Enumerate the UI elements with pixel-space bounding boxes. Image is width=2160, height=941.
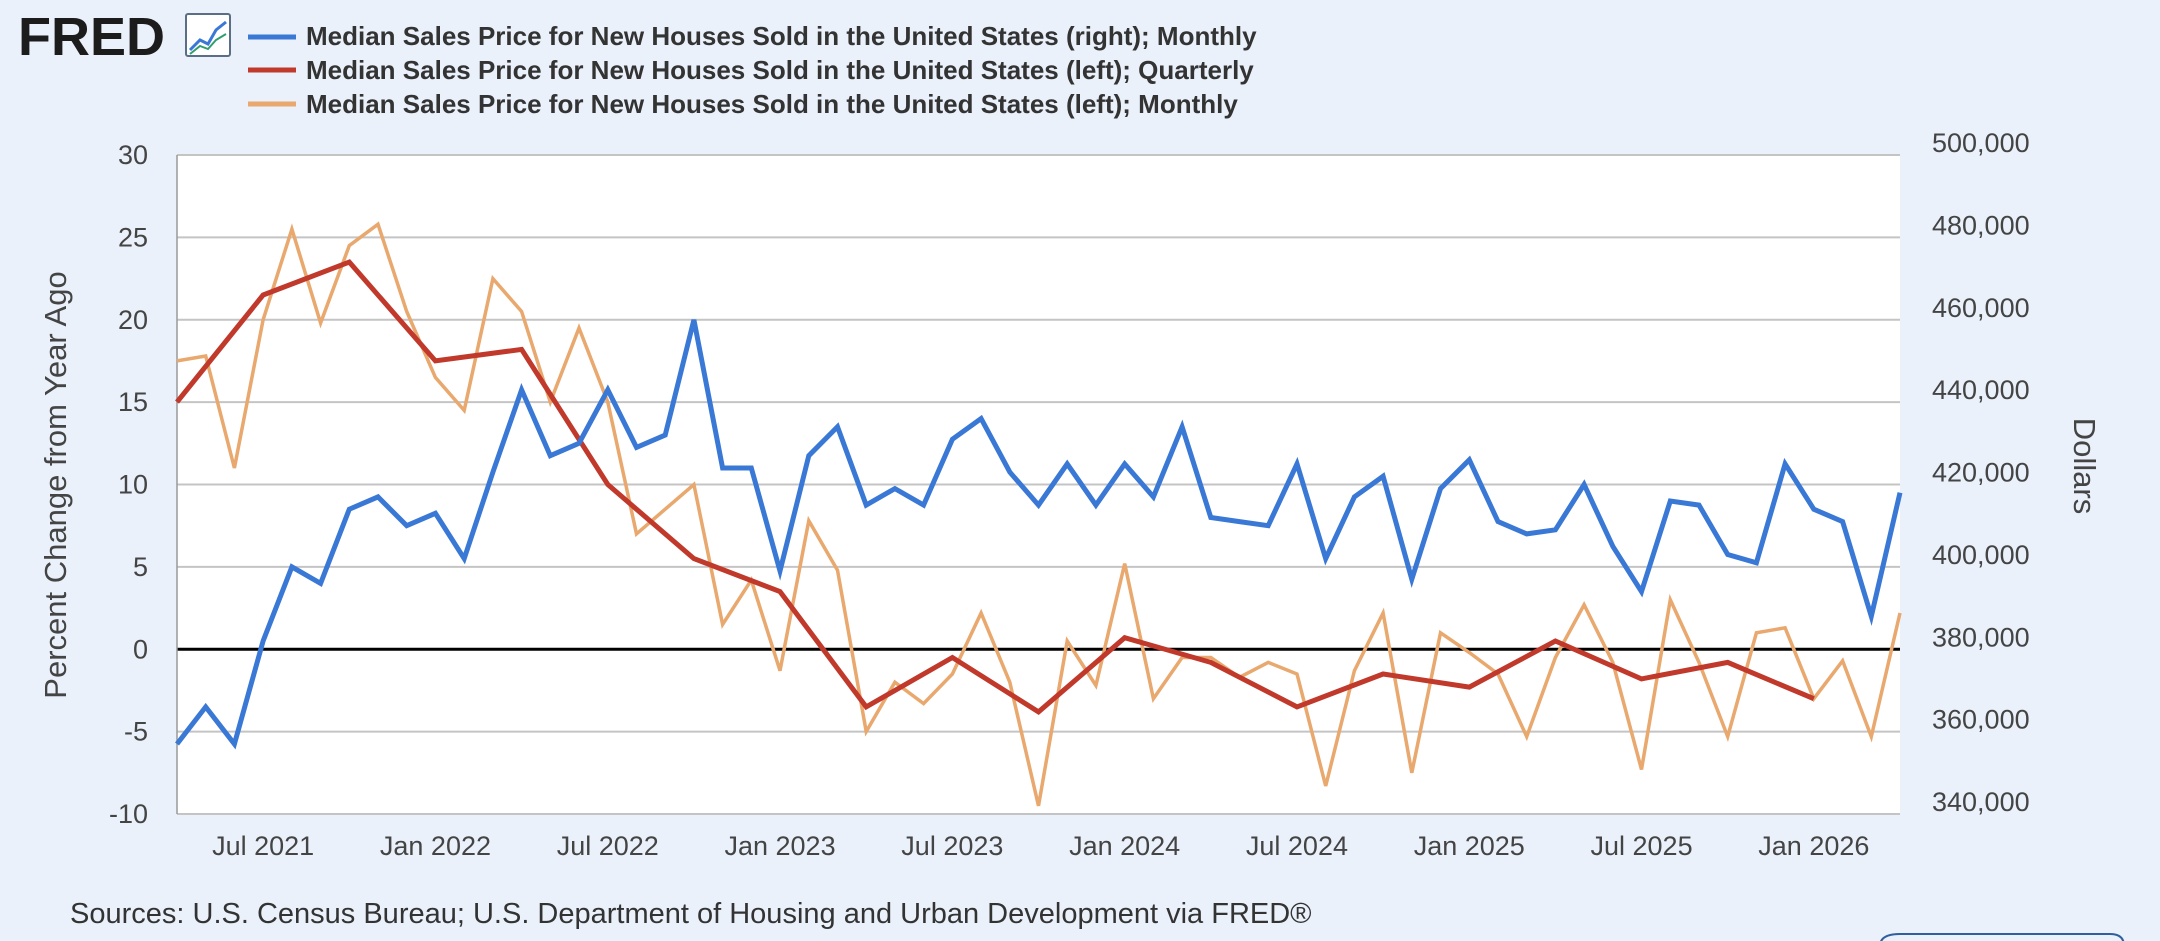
x-axis: Jul 2021 Jan 2022 Jul 2022 Jan 2023 Jul 2023… — [212, 831, 1869, 861]
right-tick-label: 480,000 — [1932, 210, 2030, 240]
left-tick-label: -5 — [124, 717, 148, 747]
right-tick-label: 500,000 — [1932, 128, 2030, 158]
gridlines — [177, 154, 1900, 815]
left-tick-label: -10 — [109, 799, 148, 829]
x-tick-label: Jan 2023 — [724, 831, 835, 861]
source-note: Sources: U.S. Census Bureau; U.S. Depart… — [70, 898, 1312, 930]
right-tick-label: 400,000 — [1932, 540, 2030, 570]
legend: Median Sales Price for New Houses Sold i… — [248, 21, 1257, 119]
left-tick-label: 15 — [118, 387, 148, 417]
right-tick-label: 380,000 — [1932, 622, 2030, 652]
x-tick-label: Jul 2021 — [212, 831, 314, 861]
left-axis-title: Percent Change from Year Ago — [38, 271, 73, 698]
left-tick-label: 25 — [118, 222, 148, 252]
x-tick-label: Jul 2022 — [557, 831, 659, 861]
x-tick-label: Jan 2026 — [1758, 831, 1869, 861]
x-tick-label: Jan 2024 — [1069, 831, 1180, 861]
series-line-monthly-right — [175, 319, 1903, 750]
left-axis: 30 25 20 15 10 5 0 -5 -10 — [109, 140, 148, 829]
series-line-monthly-left — [176, 221, 1902, 807]
left-tick-label: 20 — [118, 305, 148, 335]
left-tick-label: 30 — [118, 140, 148, 170]
right-axis: 500,000 480,000 460,000 440,000 420,000 400,0… — [1932, 128, 2030, 817]
legend-label-quarterly-left: Median Sales Price for New Houses Sold i… — [306, 55, 1254, 85]
right-tick-label: 420,000 — [1932, 458, 2030, 488]
left-tick-label: 10 — [118, 470, 148, 500]
download-button[interactable] — [1879, 933, 2125, 941]
right-tick-label: 360,000 — [1932, 705, 2030, 735]
fred-logo[interactable]: FRED — [18, 7, 165, 67]
left-tick-label: 0 — [133, 634, 148, 664]
left-tick-label: 5 — [133, 552, 148, 582]
x-tick-label: Jan 2025 — [1414, 831, 1525, 861]
chart-line-icon[interactable] — [185, 13, 231, 57]
legend-label-monthly-left: Median Sales Price for New Houses Sold i… — [306, 89, 1238, 119]
x-tick-label: Jul 2023 — [901, 831, 1003, 861]
legend-label-monthly-right: Median Sales Price for New Houses Sold i… — [306, 21, 1257, 51]
series-line-quarterly-left — [175, 259, 1815, 716]
right-axis-title: Dollars — [2067, 418, 2102, 514]
right-tick-label: 340,000 — [1932, 787, 2030, 817]
right-tick-label: 440,000 — [1932, 375, 2030, 405]
x-tick-label: Jul 2024 — [1246, 831, 1348, 861]
series-lines — [175, 221, 1903, 807]
x-tick-label: Jul 2025 — [1591, 831, 1693, 861]
right-tick-label: 460,000 — [1932, 293, 2030, 323]
x-tick-label: Jan 2022 — [380, 831, 491, 861]
